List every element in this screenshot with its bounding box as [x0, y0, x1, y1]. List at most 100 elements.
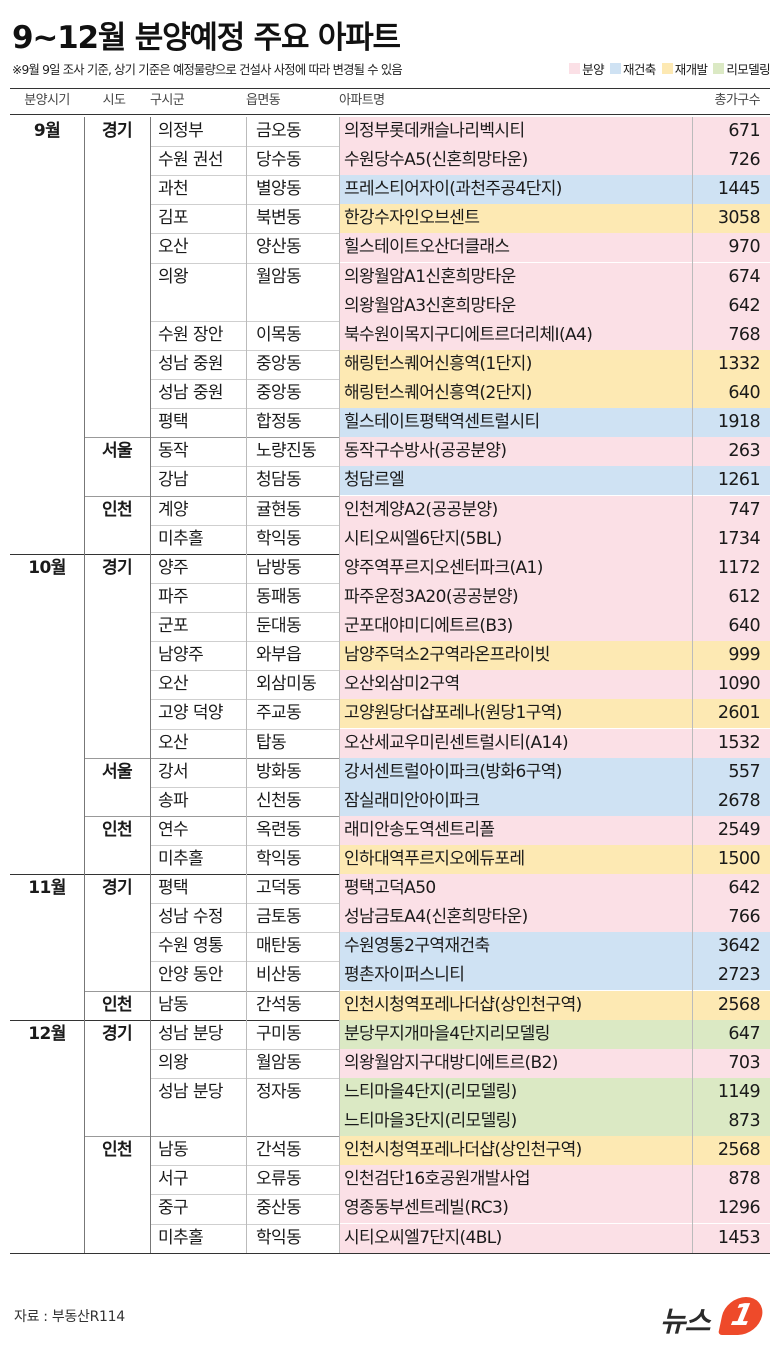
sido-label: 경기	[101, 121, 133, 141]
household-count: 674	[692, 262, 770, 292]
dong: 학익동	[256, 528, 302, 549]
apartment-name: 인천시청역포레나더샵(상인천구역)	[339, 1136, 692, 1166]
legend-label: 재개발	[674, 62, 708, 77]
apartment-name: 한강수자인오브센트	[339, 204, 692, 234]
gugun: 수원 장안	[158, 324, 224, 345]
household-count: 1149	[692, 1077, 770, 1107]
legend-label: 리모델링	[726, 62, 770, 77]
gugun: 계양	[158, 499, 189, 520]
dong: 북변동	[256, 208, 302, 229]
source-credit: 자료 : 부동산R114	[14, 1309, 125, 1325]
apartment-name: 파주운정3A20(공공분양)	[339, 582, 692, 612]
header-sido: 시도	[102, 93, 126, 108]
gugun	[158, 292, 246, 321]
gugun: 과천	[158, 179, 189, 200]
sido-vertical-rule	[150, 495, 151, 554]
sido-label: 경기	[101, 557, 133, 578]
dong: 합정동	[256, 412, 302, 433]
legend-swatch	[609, 63, 621, 74]
dong	[256, 292, 339, 321]
dong: 중앙동	[256, 383, 302, 404]
dong: 월암동	[256, 1052, 302, 1073]
apartment-name: 시티오씨엘7단지(4BL)	[339, 1223, 692, 1253]
gugun: 서구	[158, 1169, 189, 1190]
household-count: 557	[692, 757, 770, 787]
apartment-name: 의왕월암지구대방디에트르(B2)	[339, 1048, 692, 1078]
dong: 간석동	[256, 994, 302, 1015]
dong: 비산동	[256, 965, 302, 986]
apartment-name: 평택고덕A50	[339, 874, 692, 904]
gugun: 성남 수정	[158, 907, 224, 928]
household-count: 878	[692, 1165, 770, 1195]
gugun: 의왕	[158, 1052, 189, 1073]
gugun: 수원 권선	[158, 150, 224, 171]
household-count: 640	[692, 612, 770, 642]
sido-vertical-rule	[150, 117, 151, 438]
dong: 이목동	[256, 324, 302, 345]
gugun: 남동	[158, 994, 189, 1015]
page-title: 9~12월 분양예정 주요 아파트	[12, 20, 401, 56]
household-count: 2549	[692, 815, 770, 845]
month-vertical-rule	[84, 1019, 85, 1253]
household-count: 263	[692, 437, 770, 467]
dong: 정자동	[256, 1081, 302, 1102]
dong: 청담동	[256, 470, 302, 491]
apartment-name: 힐스테이트오산더클래스	[339, 233, 692, 263]
gugun: 오산	[158, 732, 189, 753]
dong: 매탄동	[256, 936, 302, 957]
apartment-name: 느티마을3단지(리모델링)	[339, 1107, 692, 1137]
sido-label: 경기	[101, 878, 133, 899]
apartment-name: 고양원당더샵포레나(원당1구역)	[339, 699, 692, 729]
household-count: 647	[692, 1019, 770, 1049]
legend-swatch	[661, 63, 673, 74]
household-count: 671	[692, 117, 770, 146]
household-count: 970	[692, 233, 770, 263]
apartment-name: 인하대역푸르지오에듀포레	[339, 845, 692, 874]
apartment-name: 인천시청역포레나더샵(상인천구역)	[339, 990, 692, 1020]
sido-vertical-rule	[150, 553, 151, 758]
apartment-name: 인천검단16호공원개발사업	[339, 1165, 692, 1195]
gugun: 강서	[158, 761, 189, 782]
legend-swatch	[569, 63, 581, 74]
dong: 월암동	[256, 266, 302, 287]
household-count: 747	[692, 495, 770, 525]
apartment-name: 강서센트럴아이파크(방화6구역)	[339, 757, 692, 787]
gugun: 강남	[158, 470, 189, 491]
gugun: 안양 동안	[158, 965, 224, 986]
gugun: 파주	[158, 586, 189, 607]
household-count: 1172	[692, 553, 770, 583]
gugun: 의정부	[158, 121, 204, 141]
legend-item-presale: 분양	[569, 59, 605, 78]
dong: 둔대동	[256, 616, 302, 637]
apartment-name: 느티마을4단지(리모델링)	[339, 1077, 692, 1107]
sido-label: 인천	[101, 994, 133, 1015]
sido-vertical-rule	[150, 815, 151, 875]
household-count: 768	[692, 320, 770, 350]
gugun: 남양주	[158, 645, 204, 666]
gugun: 수원 영통	[158, 936, 224, 957]
dong: 방화동	[256, 761, 302, 782]
household-count: 1532	[692, 728, 770, 758]
apartment-name: 힐스테이트평택역센트럴시티	[339, 408, 692, 438]
apartment-name: 남양주덕소2구역라온프라이빗	[339, 641, 692, 671]
apartment-name: 오산세교우미린센트럴시티(A14)	[339, 728, 692, 758]
sido-label: 인천	[101, 1140, 133, 1161]
gugun: 남동	[158, 1140, 189, 1161]
gugun: 성남 분당	[158, 1023, 224, 1044]
dong: 귤현동	[256, 499, 302, 520]
survey-note: ※9월 9일 조사 기준, 상기 기준은 예정물량으로 건설사 사정에 따라 변…	[12, 63, 403, 77]
gugun: 동작	[158, 441, 189, 462]
apartment-name: 양주역푸르지오센터파크(A1)	[339, 553, 692, 583]
month-label: 11월	[28, 878, 66, 899]
sido-vertical-rule	[150, 757, 151, 816]
month-label: 9월	[33, 121, 61, 141]
gugun: 송파	[158, 790, 189, 811]
header-bottom-rule	[10, 114, 770, 115]
dong: 당수동	[256, 150, 302, 171]
gugun: 성남 분당	[158, 1081, 224, 1102]
household-count: 1445	[692, 175, 770, 205]
apartment-name: 북수원이목지구디에트르더리체Ⅰ(A4)	[339, 320, 692, 350]
household-count: 3642	[692, 932, 770, 962]
dong	[256, 1107, 339, 1136]
month-vertical-rule	[84, 117, 85, 554]
